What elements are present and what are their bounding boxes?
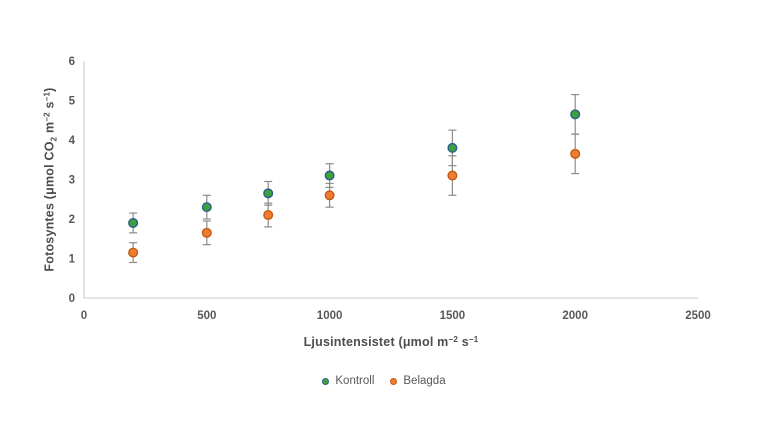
axis-title-segment: s xyxy=(42,101,57,113)
data-point-belagda xyxy=(263,210,274,221)
data-point-belagda xyxy=(570,148,581,159)
data-point-belagda xyxy=(201,227,212,238)
x-tick-label: 0 xyxy=(81,310,87,322)
y-tick-label: 0 xyxy=(69,293,75,305)
legend-item-kontroll: Kontroll xyxy=(322,375,374,387)
x-tick-label: 2500 xyxy=(685,310,711,322)
x-tick-label: 1500 xyxy=(440,310,466,322)
y-tick-label: 4 xyxy=(69,135,76,147)
axis-title-segment: −2 xyxy=(448,335,459,344)
data-point-kontroll xyxy=(128,217,139,228)
data-point-kontroll xyxy=(570,109,581,120)
axis-title-segment: −2 xyxy=(42,112,52,122)
data-point-belagda xyxy=(128,247,139,258)
y-tick-label: 6 xyxy=(69,56,75,68)
axis-title-segment: −1 xyxy=(468,335,479,344)
legend-marker-icon xyxy=(390,377,398,385)
legend-item-belagda: Belagda xyxy=(390,375,446,387)
axis-title-segment: Ljusintensistet (μmol m xyxy=(303,335,449,349)
x-axis-title: Ljusintensistet (μmol m−2 s−1 xyxy=(84,335,698,349)
axis-title-segment: −1 xyxy=(42,91,52,102)
data-point-kontroll xyxy=(263,188,274,199)
data-point-kontroll xyxy=(324,170,335,181)
y-tick-label: 3 xyxy=(69,175,75,187)
x-tick-label: 2000 xyxy=(562,310,588,322)
axis-title-segment: s xyxy=(458,335,469,349)
axis-title-segment: m xyxy=(42,121,57,137)
axis-title-segment: 2 xyxy=(49,136,59,142)
y-tick-label: 1 xyxy=(69,254,76,266)
data-point-belagda xyxy=(324,190,335,201)
legend-item-label: Kontroll xyxy=(335,375,375,387)
data-point-belagda xyxy=(447,170,458,181)
y-axis-title: Fotosyntes (μmol CO2 m−2 s−1) xyxy=(43,40,60,320)
x-tick-label: 1000 xyxy=(317,310,343,322)
legend: Kontroll Belagda xyxy=(0,375,768,387)
y-tick-label: 2 xyxy=(69,214,75,226)
x-tick-label: 500 xyxy=(197,310,216,322)
data-point-kontroll xyxy=(447,142,458,153)
legend-item-label: Belagda xyxy=(403,375,446,387)
data-point-kontroll xyxy=(201,202,212,213)
axis-title-segment: Fotosyntes (μmol CO xyxy=(42,141,57,272)
y-tick-label: 5 xyxy=(69,96,76,108)
legend-marker-icon xyxy=(322,377,330,385)
